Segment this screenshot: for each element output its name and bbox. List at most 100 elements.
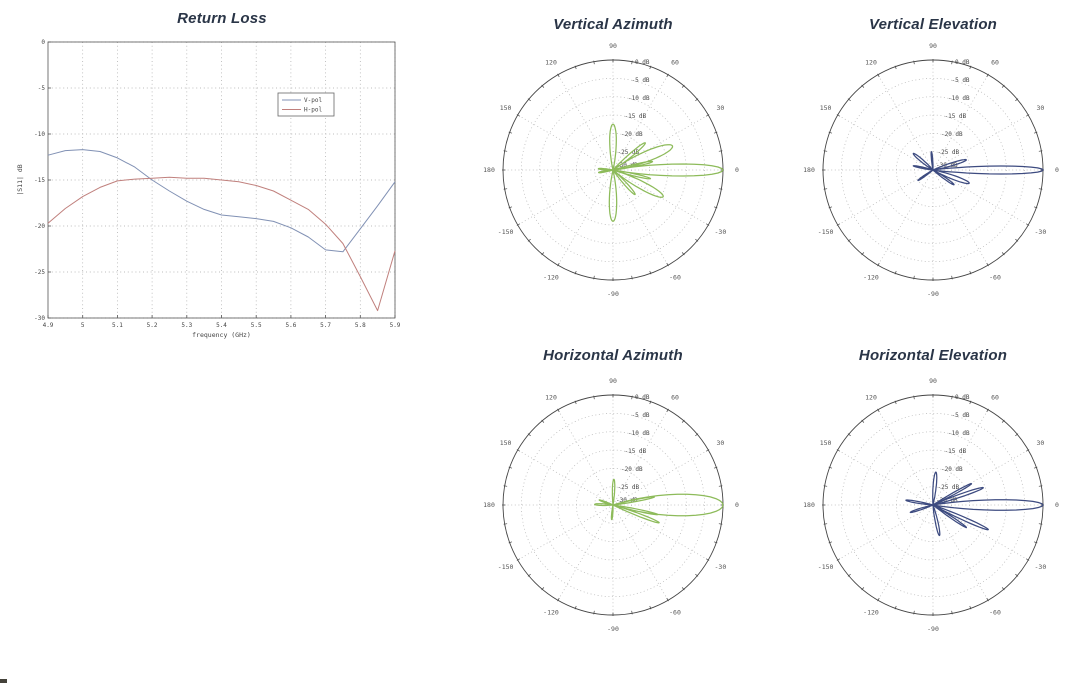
svg-text:90: 90	[929, 42, 937, 50]
svg-text:120: 120	[865, 394, 877, 402]
svg-text:-10: -10	[34, 131, 45, 138]
svg-text:60: 60	[671, 394, 679, 402]
svg-text:5: 5	[81, 322, 85, 329]
horizontal-azimuth-title: Horizontal Azimuth	[543, 347, 683, 364]
svg-text:60: 60	[991, 59, 999, 67]
svg-text:-30 dB: -30 dB	[936, 162, 958, 169]
svg-text:-25 dB: -25 dB	[937, 149, 959, 156]
svg-text:4.9: 4.9	[43, 322, 54, 329]
svg-text:30: 30	[716, 104, 724, 112]
svg-text:V-pol: V-pol	[304, 97, 322, 104]
svg-text:-60: -60	[669, 608, 681, 616]
svg-text:-60: -60	[669, 273, 681, 281]
svg-text:-25 dB: -25 dB	[617, 149, 639, 156]
svg-text:-5: -5	[38, 85, 46, 92]
svg-text:-10 dB: -10 dB	[948, 430, 970, 437]
svg-text:-120: -120	[543, 608, 559, 616]
svg-text:-120: -120	[543, 273, 559, 281]
scan-corner-artifact	[0, 679, 7, 683]
vertical-elevation-polar-chart: 0 30 60 90 120 150 180 -150 -120 -90 -60 -30 0 dB -5 …	[803, 42, 1059, 298]
svg-text:0: 0	[735, 166, 739, 174]
svg-text:-30: -30	[715, 563, 727, 571]
svg-text:5.2: 5.2	[147, 322, 158, 329]
svg-text:-150: -150	[818, 563, 834, 571]
svg-text:-90: -90	[927, 290, 939, 298]
svg-text:90: 90	[609, 42, 617, 50]
svg-text:-60: -60	[989, 273, 1001, 281]
svg-text:-10 dB: -10 dB	[628, 430, 650, 437]
svg-text:5.7: 5.7	[320, 322, 331, 329]
svg-text:5.3: 5.3	[181, 322, 192, 329]
svg-text:30: 30	[1036, 439, 1044, 447]
svg-text:-5 dB: -5 dB	[951, 77, 969, 84]
svg-text:180: 180	[803, 501, 815, 509]
return-loss-chart: 4.9 5 5.1 5.2 5.3 5.4 5.5 5.6 5.7 5.8 5.9 0 -5 -10 -15…	[16, 39, 401, 339]
svg-text:90: 90	[929, 377, 937, 385]
svg-text:-15 dB: -15 dB	[624, 448, 646, 455]
vertical-elevation-title: Vertical Elevation	[868, 16, 998, 33]
svg-text:5.5: 5.5	[251, 322, 262, 329]
horizontal-azimuth-polar-chart: 0 30 60 90 120 150 180 -150 -120 -90 -60 -30 0 dB -5 …	[483, 377, 739, 633]
svg-text:-5 dB: -5 dB	[631, 412, 649, 419]
svg-text:5.1: 5.1	[112, 322, 123, 329]
svg-text:-15 dB: -15 dB	[624, 113, 646, 120]
svg-text:-15 dB: -15 dB	[944, 448, 966, 455]
svg-text:-10 dB: -10 dB	[948, 95, 970, 102]
svg-text:-60: -60	[989, 608, 1001, 616]
svg-text:0: 0	[1055, 501, 1059, 509]
svg-text:-15: -15	[34, 177, 45, 184]
svg-text:0 dB: 0 dB	[955, 394, 970, 401]
svg-text:120: 120	[865, 59, 877, 67]
svg-text:-90: -90	[607, 290, 619, 298]
svg-text:-15 dB: -15 dB	[944, 113, 966, 120]
svg-text:-150: -150	[498, 563, 514, 571]
svg-text:60: 60	[671, 59, 679, 67]
svg-text:frequency (GHz): frequency (GHz)	[192, 331, 251, 339]
svg-text:180: 180	[483, 501, 495, 509]
svg-text:-20 dB: -20 dB	[941, 466, 963, 473]
svg-text:-30: -30	[34, 315, 45, 322]
svg-text:-25 dB: -25 dB	[617, 484, 639, 491]
svg-text:5.9: 5.9	[390, 322, 401, 329]
svg-text:30: 30	[716, 439, 724, 447]
svg-text:-10 dB: -10 dB	[628, 95, 650, 102]
svg-text:-30: -30	[715, 228, 727, 236]
svg-text:120: 120	[545, 59, 557, 67]
svg-text:150: 150	[820, 439, 832, 447]
svg-text:-90: -90	[927, 625, 939, 633]
svg-text:0: 0	[735, 501, 739, 509]
horizontal-elevation-polar-chart: 0 30 60 90 120 150 180 -150 -120 -90 -60 -30 0 dB -5 …	[803, 377, 1059, 633]
svg-text:120: 120	[545, 394, 557, 402]
svg-text:-20 dB: -20 dB	[621, 466, 643, 473]
svg-text:-150: -150	[818, 228, 834, 236]
svg-text:0 dB: 0 dB	[955, 59, 970, 66]
return-loss-title: Return Loss	[177, 10, 267, 27]
svg-text:150: 150	[820, 104, 832, 112]
svg-text:60: 60	[991, 394, 999, 402]
svg-text:-5 dB: -5 dB	[631, 77, 649, 84]
svg-text:-150: -150	[498, 228, 514, 236]
svg-text:150: 150	[500, 439, 512, 447]
svg-text:-25: -25	[34, 269, 45, 276]
svg-text:0: 0	[41, 39, 45, 46]
svg-text:-30: -30	[1035, 228, 1047, 236]
svg-text:-20: -20	[34, 223, 45, 230]
svg-text:30: 30	[1036, 104, 1044, 112]
svg-text:0: 0	[1055, 166, 1059, 174]
svg-text:5.8: 5.8	[355, 322, 366, 329]
svg-text:-120: -120	[863, 608, 879, 616]
svg-text:0 dB: 0 dB	[635, 394, 650, 401]
svg-text:-20 dB: -20 dB	[621, 131, 643, 138]
svg-text:|S11| dB: |S11| dB	[16, 164, 24, 195]
vertical-azimuth-polar-chart: 0 30 60 90 120 150 180 -150 -120 -90 -60 -30 0 dB -5 …	[483, 42, 739, 298]
svg-text:180: 180	[803, 166, 815, 174]
svg-text:0 dB: 0 dB	[635, 59, 650, 66]
svg-text:-30 dB: -30 dB	[936, 497, 958, 504]
svg-text:90: 90	[609, 377, 617, 385]
svg-text:-20 dB: -20 dB	[941, 131, 963, 138]
svg-text:5.4: 5.4	[216, 322, 227, 329]
svg-text:H-pol: H-pol	[304, 107, 322, 114]
svg-text:-120: -120	[863, 273, 879, 281]
svg-text:-90: -90	[607, 625, 619, 633]
